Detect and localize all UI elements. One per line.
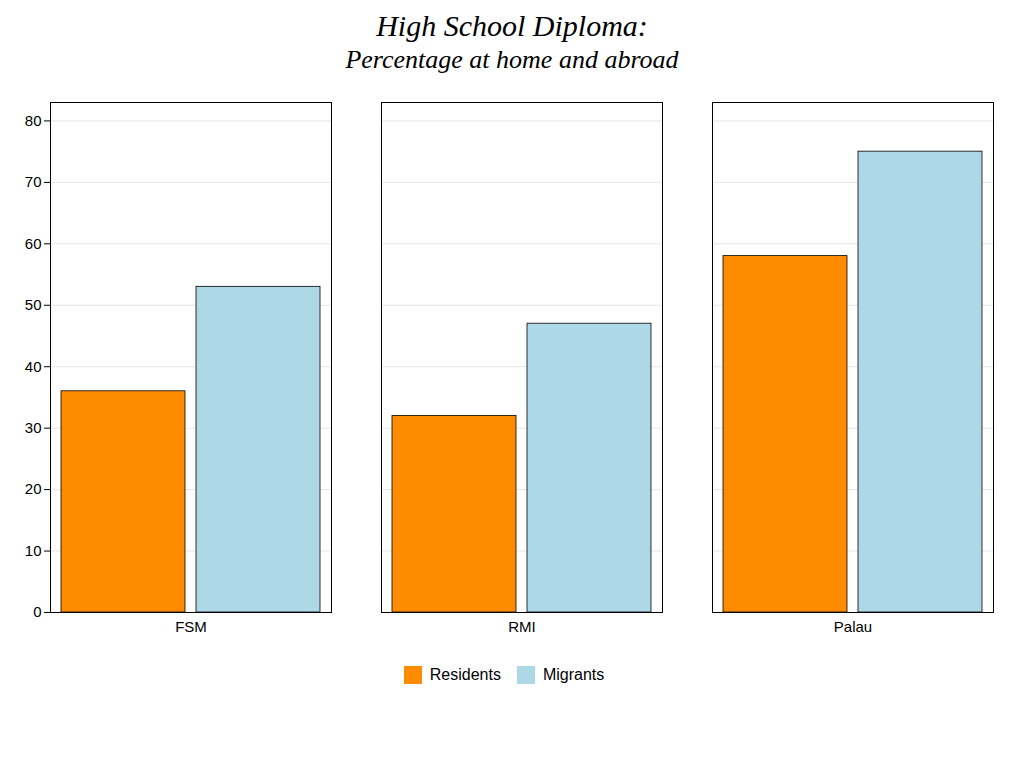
svg-text:20: 20: [25, 480, 42, 497]
svg-text:80: 80: [25, 112, 42, 129]
svg-text:FSM: FSM: [175, 618, 207, 635]
svg-text:30: 30: [25, 419, 42, 436]
html-text:Percentage at home and abroad: Percentage at home and abroad: [345, 45, 679, 74]
html-text:High School Diploma:: High School Diploma:: [376, 9, 648, 42]
svg-text:0: 0: [33, 603, 41, 620]
svg-text:40: 40: [25, 358, 42, 375]
html-text:Residents: Residents: [429, 665, 501, 683]
svg-text:10: 10: [25, 542, 42, 559]
svg-text:RMI: RMI: [508, 618, 536, 635]
svg-text:Palau: Palau: [834, 618, 872, 635]
svg-text:50: 50: [25, 296, 42, 313]
html-text:Migrants: Migrants: [542, 665, 605, 683]
svg-text:60: 60: [25, 235, 42, 252]
svg-text:70: 70: [25, 173, 42, 190]
